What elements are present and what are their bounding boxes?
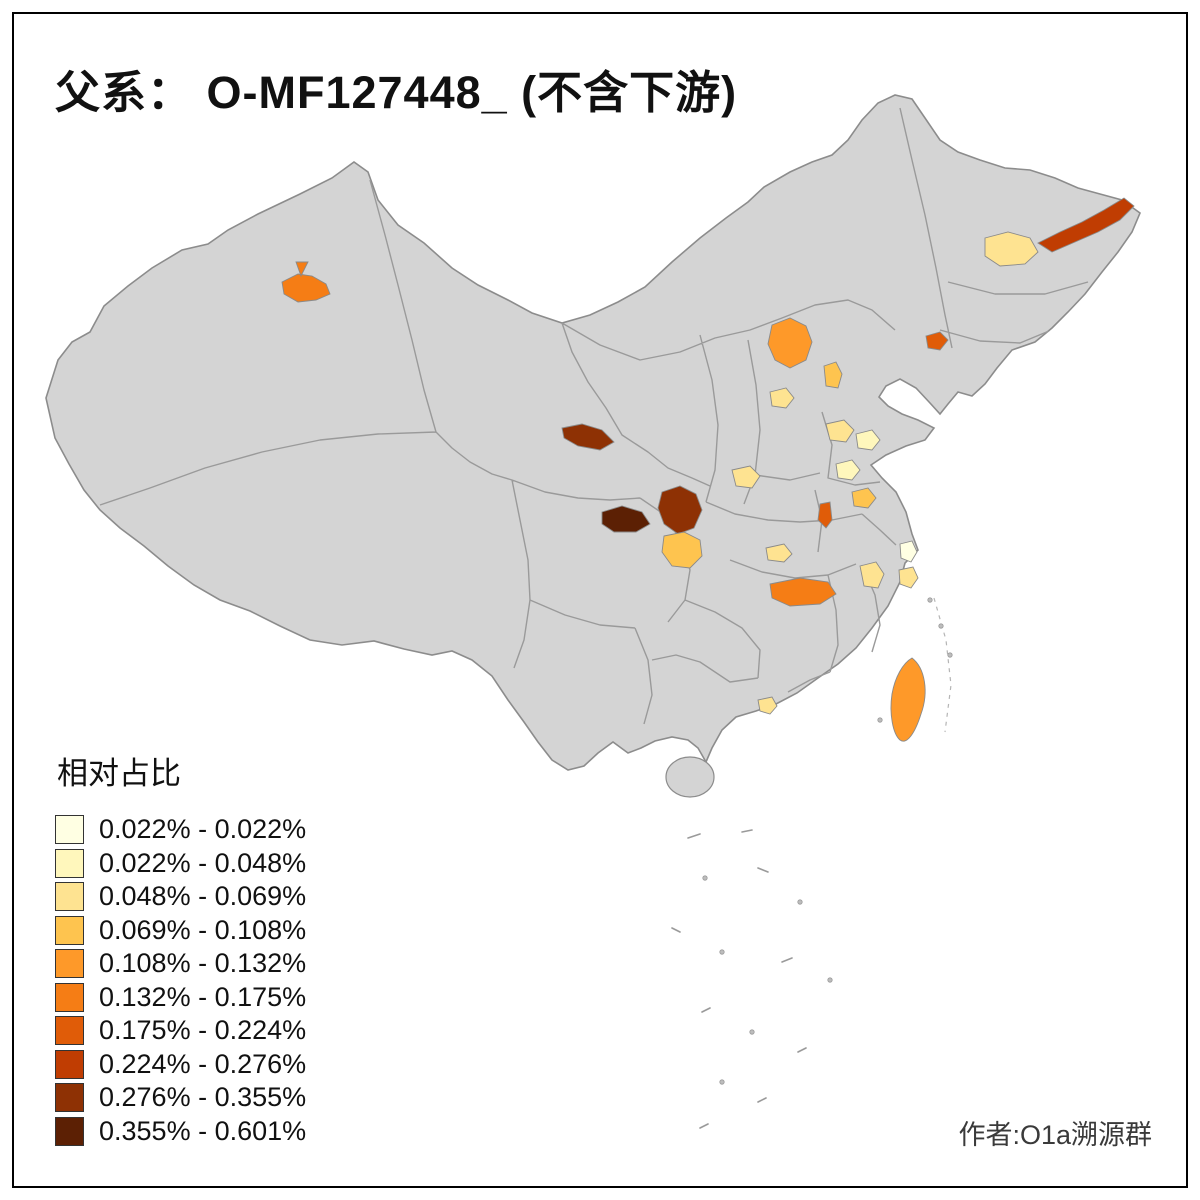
region-taiwan	[890, 657, 926, 742]
legend-row: 0.355% - 0.601%	[55, 1115, 306, 1149]
region-sichuan-east	[661, 531, 703, 569]
legend-swatch	[55, 1083, 84, 1113]
legend-row: 0.022% - 0.048%	[55, 847, 306, 881]
legend-row: 0.108% - 0.132%	[55, 947, 306, 981]
region-hebei-pale	[769, 387, 795, 409]
legend-label: 0.276% - 0.355%	[99, 1082, 307, 1113]
attribution: 作者:O1a溯源群	[958, 1120, 1152, 1150]
legend-label: 0.132% - 0.175%	[99, 981, 307, 1012]
legend-label: 0.355% - 0.601%	[99, 1115, 307, 1146]
region-anhui-north	[835, 459, 861, 481]
province-borders	[99, 107, 1089, 725]
legend-row: 0.276% - 0.355%	[55, 1081, 306, 1115]
region-gansu	[561, 423, 615, 451]
legend-swatch	[55, 982, 84, 1012]
region-jiangsu-east	[851, 487, 877, 509]
region-shandong-east	[855, 429, 881, 451]
legend-label: 0.175% - 0.224%	[99, 1015, 307, 1046]
legend-swatch	[55, 848, 84, 878]
legend-label: 0.108% - 0.132%	[99, 948, 307, 979]
legend-swatch	[55, 882, 84, 912]
legend-swatch	[55, 1016, 84, 1046]
region-hubei-pale	[765, 543, 793, 563]
south-sea-islets	[671, 597, 953, 1129]
region-xinjiang	[281, 261, 331, 303]
region-guangdong	[757, 696, 778, 715]
legend-row: 0.069% - 0.108%	[55, 914, 306, 948]
region-chengdu	[601, 505, 651, 533]
legend-label: 0.022% - 0.022%	[99, 814, 307, 845]
legend-row: 0.022% - 0.022%	[55, 813, 306, 847]
legend-label: 0.224% - 0.276%	[99, 1048, 307, 1079]
region-hebei-north	[767, 317, 813, 369]
region-zhejiang-south	[898, 566, 919, 589]
legend-label: 0.022% - 0.048%	[99, 847, 307, 878]
legend-label: 0.069% - 0.108%	[99, 914, 307, 945]
region-liaoning	[925, 331, 949, 351]
legend-row: 0.175% - 0.224%	[55, 1014, 306, 1048]
hainan-island	[665, 756, 715, 798]
legend-row: 0.224% - 0.276%	[55, 1048, 306, 1082]
maritime-boundary-line	[933, 597, 952, 733]
region-heilongjiang-west	[984, 231, 1039, 267]
legend-swatch	[55, 1116, 84, 1146]
legend-swatch	[55, 915, 84, 945]
legend-title: 相对占比	[57, 756, 181, 791]
region-shaanxi-south	[657, 485, 703, 535]
region-jiangsu-strip	[817, 501, 833, 529]
region-shandong-west	[825, 419, 855, 443]
region-hunan	[769, 577, 837, 607]
legend-swatch	[55, 949, 84, 979]
region-beijing-small	[823, 361, 843, 389]
legend-row: 0.048% - 0.069%	[55, 880, 306, 914]
region-jiangxi	[859, 561, 885, 589]
legend-row: 0.132% - 0.175%	[55, 981, 306, 1015]
legend-swatch	[55, 815, 84, 845]
region-henan-west	[731, 465, 761, 489]
legend-label: 0.048% - 0.069%	[99, 881, 307, 912]
region-zhejiang-north	[899, 540, 918, 563]
legend: 相对占比 0.022% - 0.022% 0.022% - 0.048% 0.0…	[55, 748, 306, 1148]
highlighted-regions	[281, 197, 1135, 742]
figure-title: 父系： O-MF127448_ (不含下游)	[55, 67, 738, 118]
legend-swatch	[55, 1049, 84, 1079]
region-heilongjiang-east	[1037, 197, 1135, 253]
